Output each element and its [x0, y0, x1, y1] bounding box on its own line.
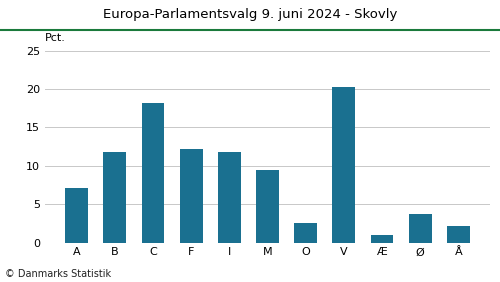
Bar	[142, 103, 165, 243]
Bar	[65, 188, 88, 243]
Bar	[332, 87, 355, 243]
Bar	[218, 152, 241, 243]
Bar	[370, 235, 394, 243]
Bar	[447, 226, 470, 243]
Bar	[104, 152, 126, 243]
Bar	[294, 223, 317, 243]
Bar	[408, 214, 432, 243]
Text: © Danmarks Statistik: © Danmarks Statistik	[5, 269, 111, 279]
Text: Europa-Parlamentsvalg 9. juni 2024 - Skovly: Europa-Parlamentsvalg 9. juni 2024 - Sko…	[103, 8, 397, 21]
Text: Pct.: Pct.	[45, 33, 66, 43]
Bar	[256, 170, 279, 243]
Bar	[180, 149, 203, 243]
